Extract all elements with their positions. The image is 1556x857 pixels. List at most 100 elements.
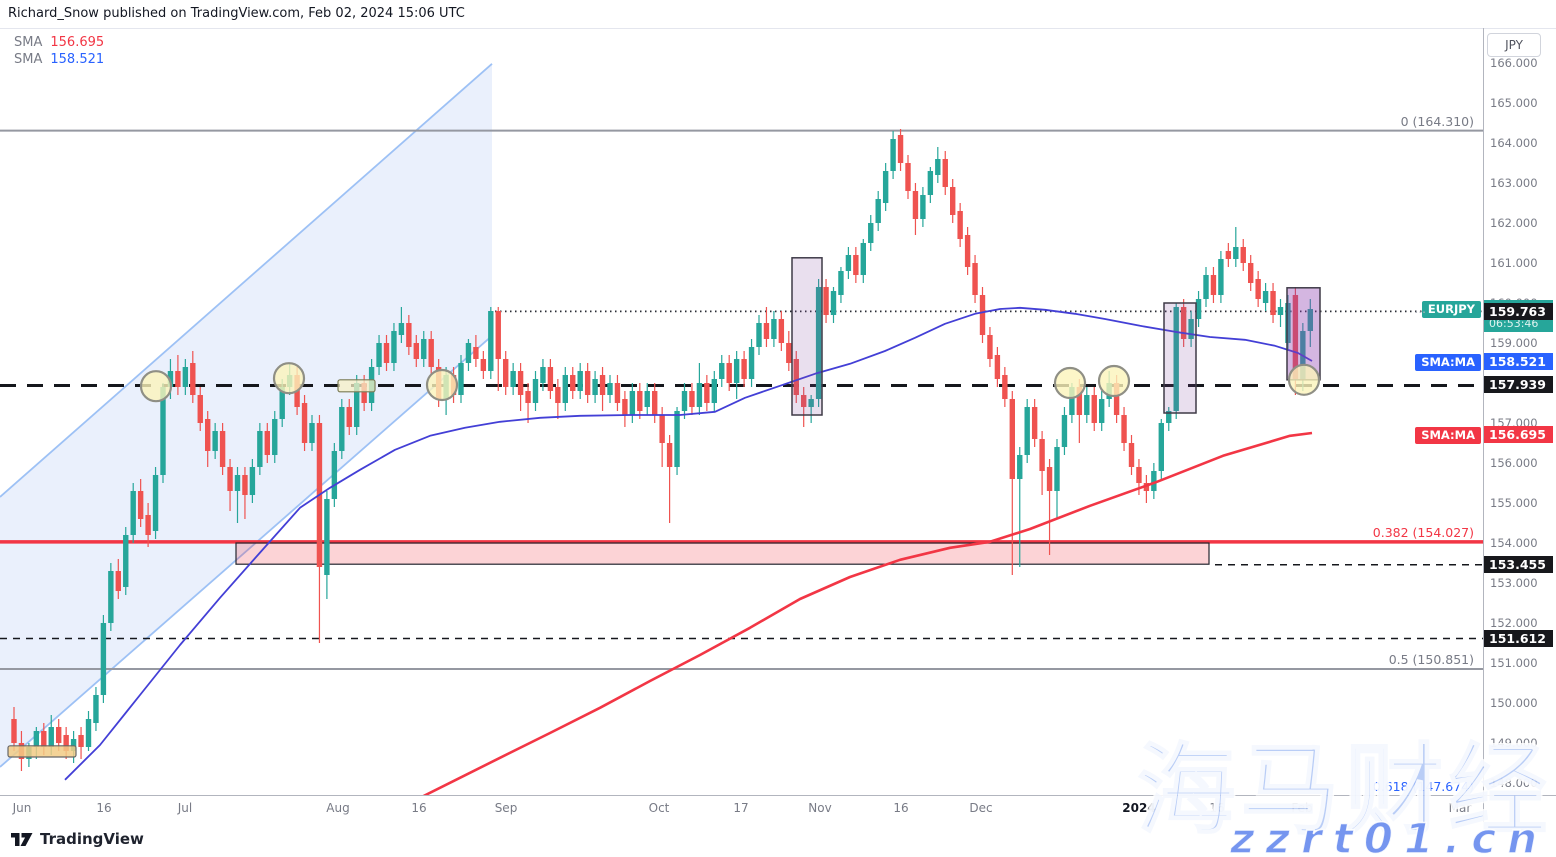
candle-body [860, 243, 866, 275]
accumulation-box [7, 745, 77, 758]
candle-body [525, 391, 531, 403]
pivot-circle [425, 368, 459, 402]
candle-body [197, 395, 203, 423]
candle-body [793, 359, 799, 395]
candle-body [1054, 447, 1060, 491]
candle-body [711, 379, 717, 403]
candle-body [1099, 399, 1105, 423]
candle-body [950, 187, 956, 215]
candle-body [413, 343, 419, 359]
channel-lower-line [0, 335, 493, 768]
candle-body [607, 383, 613, 395]
candle-body [167, 371, 174, 387]
candle-body [1113, 383, 1120, 415]
candle-body [1277, 307, 1284, 315]
candle-body [160, 387, 166, 475]
candle-body [398, 323, 405, 335]
candle-body [152, 475, 159, 531]
pivot-circle [1053, 366, 1087, 400]
candle-body [1233, 247, 1239, 259]
candle-body [964, 235, 971, 267]
candle-body [1158, 423, 1164, 471]
candle-body [942, 159, 948, 187]
candle-body [748, 347, 755, 379]
candle-body [1039, 439, 1045, 471]
candle-body [1307, 309, 1313, 331]
candle-body [935, 159, 941, 175]
candle-body [584, 371, 591, 395]
candle-body [1061, 415, 1068, 447]
candle-body [562, 375, 568, 403]
candle-body [637, 391, 643, 411]
candle-body [786, 343, 792, 363]
candle-body [190, 363, 196, 395]
pivot-circle [272, 362, 306, 395]
candle-body [175, 371, 181, 387]
time-axis-divider [0, 795, 1556, 796]
candle-body [1255, 279, 1261, 299]
candle-body [1069, 387, 1075, 415]
candle-body [93, 695, 99, 723]
candle-body [704, 383, 710, 403]
candle-body [100, 623, 107, 695]
candle-body [726, 363, 732, 383]
candle-body [927, 171, 934, 195]
candle-body [1009, 399, 1015, 479]
candle-body [1128, 443, 1135, 467]
candle-body [212, 431, 218, 451]
candle-body [279, 387, 285, 419]
candle-body [532, 379, 539, 403]
sma-slow-line [422, 431, 1313, 795]
candle-body [622, 399, 628, 415]
candle-body [1091, 395, 1097, 423]
candle-body [11, 719, 17, 743]
tradingview-logo-icon [11, 832, 33, 846]
note-box [337, 379, 376, 393]
plot-area[interactable] [0, 63, 1483, 798]
sma-legend-row-slow[interactable]: SMA 156.695 [14, 34, 104, 51]
candle-body [652, 391, 658, 415]
sma-value-blue: 158.521 [50, 52, 105, 67]
candle-body [70, 739, 77, 751]
candle-body [1195, 299, 1202, 319]
candle-body [875, 199, 881, 223]
candle-body [1046, 467, 1053, 491]
candle-body [1180, 307, 1187, 339]
candle-body [547, 367, 554, 391]
candle-body [994, 355, 1001, 379]
title-bar: Richard_Snow published on TradingView.co… [0, 0, 1556, 29]
more-options-icon[interactable]: ... [1414, 302, 1426, 316]
candle-body [815, 287, 822, 399]
candle-body [495, 311, 501, 359]
candle-body [771, 319, 777, 339]
candle-body [1017, 455, 1023, 479]
footer-brand[interactable]: TradingView [10, 830, 144, 848]
candle-body [972, 263, 978, 295]
sma-legend-row-fast[interactable]: SMA 158.521 [14, 51, 104, 68]
candle-body [674, 411, 680, 467]
candle-body [1136, 467, 1142, 483]
indicator-legend[interactable]: SMA 156.695 SMA 158.521 [14, 34, 104, 68]
candle-body [465, 343, 472, 363]
candle-body [1210, 275, 1217, 295]
candle-body [897, 135, 904, 163]
candle-body [853, 255, 859, 275]
candle-body [592, 379, 598, 395]
candle-body [823, 287, 829, 315]
candle-body [517, 371, 524, 395]
candle-body [272, 419, 278, 455]
candle-body [257, 431, 263, 467]
candle-body [1151, 471, 1157, 491]
currency-toggle-button[interactable]: JPY [1487, 33, 1541, 57]
candle-body [137, 491, 144, 519]
candle-body [890, 139, 896, 171]
pivot-circle [1287, 363, 1321, 396]
candle-body [979, 295, 986, 335]
candle-body [428, 339, 434, 367]
candle-body [115, 571, 121, 591]
candle-body [614, 383, 621, 403]
candle-body [1173, 307, 1179, 411]
candle-body [145, 515, 151, 535]
